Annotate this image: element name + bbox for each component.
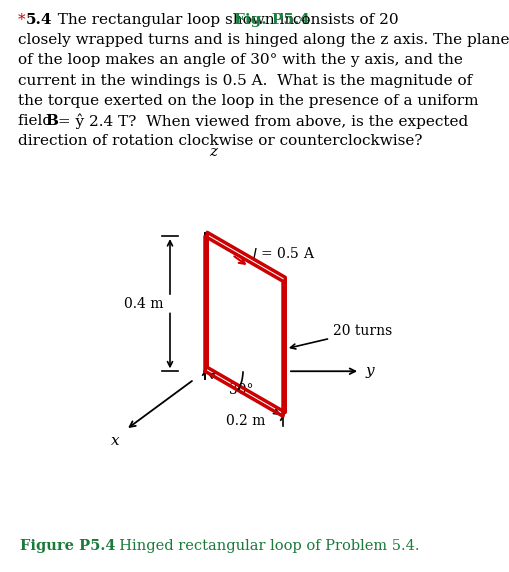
Text: 5.4: 5.4 (26, 13, 52, 27)
Text: B: B (45, 114, 58, 128)
Text: Hinged rectangular loop of Problem 5.4.: Hinged rectangular loop of Problem 5.4. (110, 539, 419, 553)
Text: The rectangular loop shown in: The rectangular loop shown in (48, 13, 299, 27)
Text: field: field (18, 114, 57, 128)
Text: 20 turns: 20 turns (291, 324, 392, 349)
Text: of the loop makes an angle of 30° with the y axis, and the: of the loop makes an angle of 30° with t… (18, 53, 463, 67)
Text: z: z (209, 145, 217, 159)
Text: Fig. P5.4: Fig. P5.4 (234, 13, 310, 27)
Text: 0.2 m: 0.2 m (227, 414, 266, 428)
Text: Figure P5.4: Figure P5.4 (20, 539, 116, 553)
Text: consists of 20: consists of 20 (288, 13, 399, 27)
Text: current in the windings is 0.5 A.  What is the magnitude of: current in the windings is 0.5 A. What i… (18, 73, 472, 88)
Text: 30°: 30° (229, 383, 253, 397)
Text: closely wrapped turns and is hinged along the z axis. The plane: closely wrapped turns and is hinged alon… (18, 33, 509, 47)
Text: = ŷ 2.4 T?  When viewed from above, is the expected: = ŷ 2.4 T? When viewed from above, is th… (53, 114, 468, 129)
Text: y: y (366, 364, 375, 378)
Text: direction of rotation clockwise or counterclockwise?: direction of rotation clockwise or count… (18, 134, 422, 148)
Text: $I$ = 0.5 A: $I$ = 0.5 A (252, 246, 315, 261)
Text: 0.4 m: 0.4 m (124, 297, 163, 311)
Text: x: x (111, 434, 120, 448)
Text: *: * (18, 13, 25, 27)
Text: the torque exerted on the loop in the presence of a uniform: the torque exerted on the loop in the pr… (18, 94, 478, 108)
